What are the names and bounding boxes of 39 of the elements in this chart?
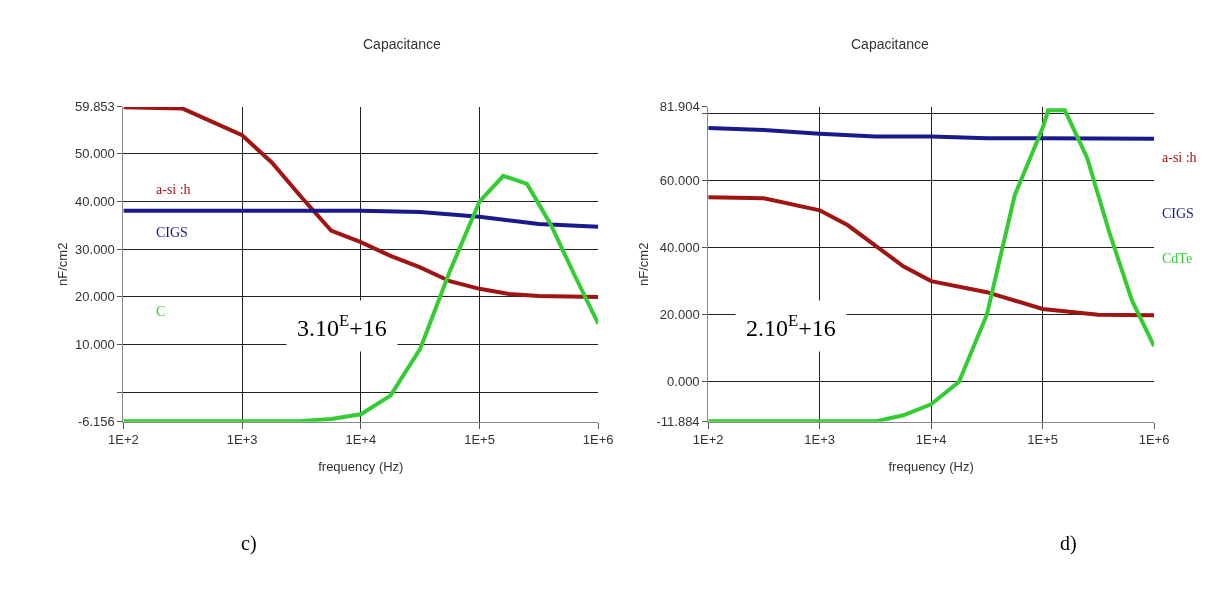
chart-title: Capacitance (851, 36, 930, 52)
y-tick-label: 10.000 (75, 337, 115, 353)
x-tick-label: 1E+2 (692, 432, 724, 448)
x-tick-label: 1E+5 (1027, 432, 1058, 448)
x-axis-title: frequency (Hz) (888, 458, 974, 474)
x-tick-label: 1E+3 (226, 432, 258, 448)
text: a-si :h (156, 182, 191, 197)
text: d) (1060, 532, 1077, 555)
annotation: 3.10$^{E}$+16 (297, 311, 387, 342)
series-label: CIGS (156, 225, 188, 240)
y-axis-title: nF/cm2 (55, 242, 71, 286)
text: C (156, 304, 166, 319)
x-axis-title: frequency (Hz) (318, 458, 404, 474)
y-tick-label: -6.156 (77, 414, 115, 430)
y-tick-label: 40.000 (659, 240, 700, 256)
y-tick-label: 20.000 (659, 307, 700, 323)
y-tick-label: 81.904 (659, 99, 700, 115)
y-tick-label: 30.000 (75, 241, 115, 257)
text: a-si :h (1162, 150, 1197, 165)
y-tick-label: -11.884 (656, 414, 700, 430)
x-tick-label: 1E+6 (1138, 432, 1170, 448)
annotation: 2.10$^{E}$+16 (746, 311, 836, 342)
text: c) (241, 532, 257, 555)
y-tick-label: 40.000 (75, 194, 115, 210)
y-axis-title: nF/cm2 (636, 242, 652, 286)
x-tick-label: 1E+4 (915, 432, 947, 448)
text: CdTe (1162, 251, 1193, 266)
y-tick-label: 0.000 (667, 374, 700, 390)
x-tick-label: 1E+5 (464, 432, 495, 448)
text: CIGS (1162, 206, 1194, 221)
y-tick-label: 50.000 (75, 146, 115, 162)
x-tick-label: 1E+3 (804, 432, 836, 448)
x-tick-label: 1E+4 (345, 432, 377, 448)
y-tick-label: 20.000 (75, 289, 115, 305)
x-tick-label: 1E+6 (582, 432, 614, 448)
y-tick-label: 59.853 (75, 99, 115, 115)
chart-title: Capacitance (363, 36, 442, 52)
x-tick-label: 1E+2 (108, 432, 139, 448)
y-tick-label: 60.000 (659, 172, 700, 188)
